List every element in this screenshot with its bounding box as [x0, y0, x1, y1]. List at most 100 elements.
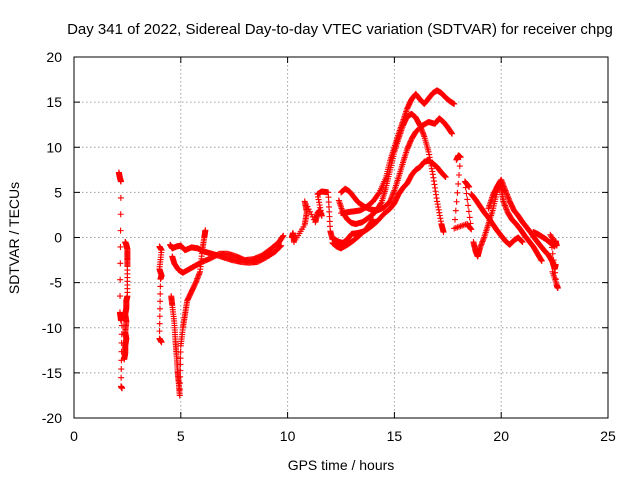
series-arc3: [156, 243, 165, 346]
data-point-marker: [177, 361, 184, 368]
x-tick-label: 0: [70, 428, 78, 444]
data-point-marker: [442, 174, 449, 181]
data-point-marker: [121, 356, 128, 363]
data-point-marker: [119, 385, 126, 392]
data-point-marker: [466, 183, 473, 190]
data-point-marker: [466, 214, 473, 221]
x-axis-label: GPS time / hours: [288, 457, 395, 473]
data-point-marker: [440, 229, 447, 236]
data-point-marker: [118, 374, 125, 381]
series-arc2: [121, 239, 131, 363]
data-point-marker: [468, 226, 475, 233]
data-point-marker: [176, 380, 183, 387]
data-point-marker: [463, 190, 470, 197]
series-arc5: [169, 232, 287, 276]
data-point-marker: [549, 250, 556, 257]
data-point-marker: [465, 208, 472, 215]
data-point-marker: [549, 268, 556, 275]
data-point-marker: [156, 305, 163, 312]
data-point-marker: [202, 227, 209, 234]
data-point-marker: [455, 180, 462, 187]
data-point-marker: [117, 260, 124, 267]
data-point-marker: [538, 257, 545, 264]
data-point-marker: [456, 172, 463, 179]
y-tick-label: -15: [42, 365, 62, 381]
series-arc11: [331, 157, 449, 246]
data-point-marker: [550, 257, 557, 264]
x-tick-label: 15: [387, 428, 403, 444]
chart-title: Day 341 of 2022, Sidereal Day-to-day VTE…: [67, 21, 613, 38]
data-point-marker: [307, 208, 314, 215]
y-tick-label: 5: [54, 184, 62, 200]
data-point-marker: [177, 367, 184, 374]
series-arc8: [335, 110, 447, 236]
data-point-marker: [464, 196, 471, 203]
data-point-marker: [548, 244, 555, 251]
data-point-marker: [377, 200, 384, 207]
y-tick-label: 0: [54, 230, 62, 246]
data-point-marker: [548, 238, 555, 245]
data-point-marker: [303, 200, 310, 207]
data-point-marker: [117, 293, 124, 300]
data-point-marker: [117, 227, 124, 234]
series-arc16: [485, 176, 559, 273]
data-point-marker: [278, 242, 285, 249]
x-tick-label: 10: [280, 428, 296, 444]
data-point-marker: [157, 298, 164, 305]
data-point-marker: [117, 211, 124, 218]
y-tick-label: 10: [46, 139, 62, 155]
data-point-marker: [304, 203, 311, 210]
data-point-marker: [369, 217, 376, 224]
data-point-marker: [157, 276, 164, 283]
data-point-marker: [456, 163, 463, 170]
data-point-marker: [280, 232, 287, 239]
data-point-marker: [465, 202, 472, 209]
data-point-marker: [467, 220, 474, 227]
data-point-marker: [158, 339, 165, 346]
data-point-marker: [157, 290, 164, 297]
series-arc10: [338, 115, 456, 214]
data-point-marker: [547, 231, 554, 238]
series-arc7: [288, 188, 336, 246]
x-tick-label: 5: [177, 428, 185, 444]
x-tick-label: 20: [493, 428, 509, 444]
data-point-marker: [177, 373, 184, 380]
data-point-marker: [453, 198, 460, 205]
data-point-marker: [449, 130, 456, 137]
data-point-marker: [451, 100, 458, 107]
data-point-marker: [156, 320, 163, 327]
series-arc6: [168, 227, 209, 399]
y-tick-label: -20: [42, 410, 62, 426]
data-point-marker: [519, 239, 526, 246]
data-point-marker: [452, 207, 459, 214]
data-point-marker: [551, 263, 558, 270]
data-point-marker: [454, 189, 461, 196]
data-point-marker: [117, 276, 124, 283]
data-point-marker: [305, 206, 312, 213]
y-tick-label: 20: [46, 49, 62, 65]
data-point-marker: [301, 198, 308, 205]
data-point-marker: [176, 386, 183, 393]
data-point-marker: [117, 194, 124, 201]
y-axis-label: SDTVAR / TECUs: [6, 182, 22, 294]
data-point-marker: [117, 243, 124, 250]
y-tick-label: 15: [46, 94, 62, 110]
data-point-marker: [277, 243, 284, 250]
data-point-marker: [117, 178, 124, 185]
data-point-marker: [177, 349, 184, 356]
data-point-marker: [176, 392, 183, 399]
series-arc13: [451, 152, 475, 233]
x-tick-label: 25: [600, 428, 616, 444]
data-point-marker: [452, 216, 459, 223]
data-point-marker: [457, 154, 464, 161]
series-arc17: [530, 229, 561, 292]
y-tick-label: -10: [42, 320, 62, 336]
axis-ticks: 0 5 10 15 20 25 -20 -15 -10 -5 0 5 10 15 20: [42, 49, 616, 444]
data-point-marker: [308, 211, 315, 218]
series-arc12: [329, 216, 377, 252]
data-point-marker: [118, 366, 125, 373]
data-point-marker: [156, 313, 163, 320]
series-arc9: [338, 87, 458, 217]
data-point-marker: [156, 328, 163, 335]
